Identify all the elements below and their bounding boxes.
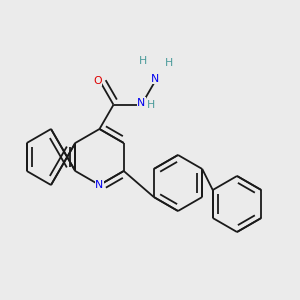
Text: N: N	[152, 74, 160, 83]
Text: N: N	[95, 180, 104, 190]
Text: H: H	[140, 56, 148, 65]
Text: O: O	[93, 76, 102, 85]
Text: H: H	[147, 100, 156, 110]
Text: H: H	[165, 58, 174, 68]
Text: N: N	[137, 98, 146, 108]
